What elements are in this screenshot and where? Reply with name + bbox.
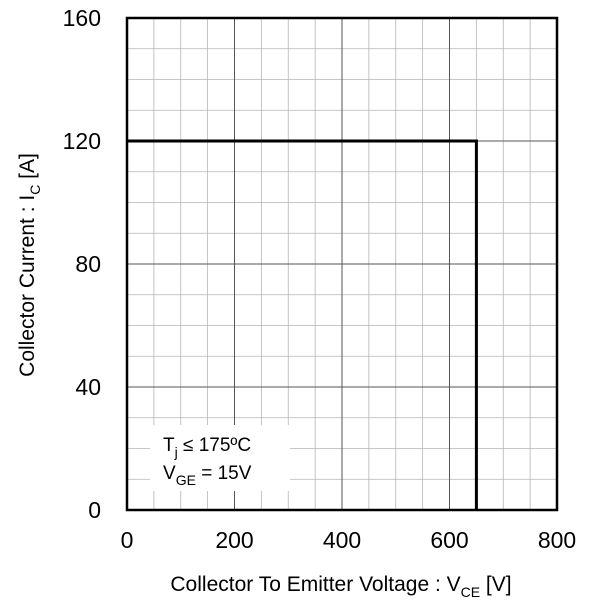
x-tick-label: 0 (121, 527, 134, 553)
series-line-0 (127, 139, 478, 510)
condition-vge: VGE = 15V (163, 463, 252, 488)
condition-box (150, 425, 290, 491)
x-tick-label: 400 (323, 527, 361, 553)
x-tick-label: 200 (215, 527, 253, 553)
series-layer (127, 139, 478, 510)
y-axis-title: Collector Current : IC [A] (16, 153, 43, 377)
condition-tj: Tj ≤ 175ºC (163, 435, 251, 460)
x-tick-label: 600 (430, 527, 468, 553)
y-tick-label: 40 (75, 374, 101, 400)
y-tick-label: 0 (88, 497, 101, 523)
plot-frame (125, 16, 559, 512)
y-tick-labels: 0 40 80 120 160 (63, 5, 101, 523)
x-axis-title: Collector To Emitter Voltage : VCE [V] (170, 573, 511, 600)
y-tick-label: 80 (75, 251, 101, 277)
x-tick-label: 800 (538, 527, 576, 553)
y-tick-label: 120 (63, 128, 101, 154)
y-tick-label: 160 (63, 5, 101, 31)
x-tick-labels: 0 200 400 600 800 (121, 527, 577, 553)
